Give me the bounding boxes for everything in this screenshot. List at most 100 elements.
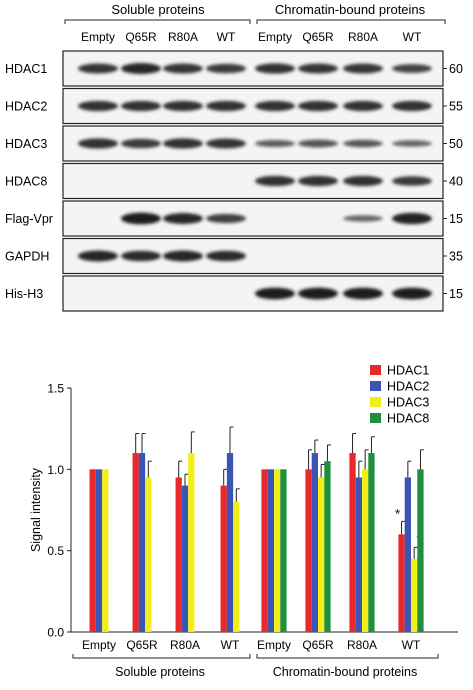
blot-band — [206, 250, 246, 262]
x-tick-label: Empty — [82, 638, 116, 652]
blot-strip — [62, 162, 444, 200]
group-bracket — [64, 19, 251, 24]
blot-band — [78, 250, 118, 262]
blot-band — [392, 100, 432, 112]
bar-hdac1 — [175, 477, 182, 632]
blot-band — [78, 63, 118, 74]
blot-strip — [62, 50, 444, 87]
bar-hdac2 — [267, 469, 274, 632]
bar-hdac2 — [404, 477, 411, 632]
legend-label: HDAC8 — [387, 412, 429, 426]
blot-band — [206, 213, 246, 224]
blot-band — [255, 63, 295, 74]
blot-row-label: HDAC3 — [5, 137, 47, 151]
blot-band — [343, 139, 383, 148]
legend: HDAC1 HDAC2 HDAC3 HDAC8 — [370, 364, 429, 426]
legend-swatch — [370, 397, 381, 407]
blot-band — [255, 139, 295, 148]
blot-row-label: GAPDH — [5, 250, 49, 264]
x-tick-label: Empty — [257, 638, 291, 652]
blot-band — [78, 100, 118, 112]
bar-hdac3 — [188, 453, 195, 632]
x-tick-label: WT — [221, 638, 240, 652]
group-bracket — [256, 19, 446, 24]
blot-strip — [62, 275, 444, 312]
lane-label: WT — [217, 30, 236, 44]
group-label: Soluble proteins — [115, 665, 205, 679]
blot-strip — [62, 237, 444, 275]
blot-band — [392, 287, 432, 300]
group-bracket — [72, 654, 251, 659]
lane-label: Empty — [258, 30, 292, 44]
blot-row-label: HDAC2 — [5, 100, 47, 114]
significance-star: * — [395, 505, 401, 521]
bar-hdac1 — [132, 453, 139, 632]
x-tick-label: R80A — [170, 638, 200, 652]
y-axis-label: Signal intensity — [29, 467, 43, 552]
blot-band — [121, 250, 161, 262]
blot-row-label: HDAC1 — [5, 62, 47, 76]
lane-label: Empty — [81, 30, 115, 44]
blot-band — [163, 138, 203, 149]
bar-hdac8 — [417, 469, 424, 632]
bar-hdac3 — [233, 501, 240, 632]
bar-hdac3 — [145, 477, 152, 632]
group-bracket — [256, 654, 439, 659]
bar-hdac2 — [355, 477, 362, 632]
bar-hdac8 — [280, 469, 287, 632]
legend-label: HDAC1 — [387, 364, 429, 378]
blot-band — [392, 64, 432, 73]
blot-band — [343, 63, 383, 74]
blot-band — [392, 140, 432, 147]
blot-band — [255, 100, 295, 112]
blot-band — [163, 100, 203, 112]
bar-chart-panel: 0.0 0.5 1.0 1.5 Signal intensity Empty Q65R R80… — [29, 364, 458, 679]
blot-band — [343, 287, 383, 300]
blot-band — [298, 175, 338, 187]
molecular-weight-label: 60 — [449, 62, 463, 76]
blot-band — [78, 138, 118, 149]
bar-hdac1 — [220, 485, 227, 632]
blot-row-label: His-H3 — [5, 287, 43, 301]
blot-band — [121, 100, 161, 112]
bar-hdac8 — [368, 453, 375, 632]
molecular-weight-label: 15 — [449, 287, 463, 301]
blot-band — [255, 175, 295, 187]
blot-band — [163, 63, 203, 74]
blot-strip — [62, 200, 444, 237]
bar-hdac2 — [181, 485, 189, 632]
blot-band — [343, 215, 383, 222]
bar-hdac1 — [89, 469, 96, 632]
lane-label: Q65R — [125, 30, 157, 44]
blot-band — [206, 100, 246, 112]
legend-swatch — [370, 381, 381, 391]
bar-hdac2 — [138, 453, 146, 632]
lane-label: R80A — [348, 30, 378, 44]
blot-band — [343, 100, 383, 112]
blot-band — [392, 176, 432, 186]
bar-hdac1 — [349, 453, 356, 632]
bar-hdac1 — [398, 534, 405, 632]
blot-band — [121, 63, 161, 74]
blot-row-label: Flag-Vpr — [5, 212, 53, 226]
blot-strip — [62, 87, 444, 125]
bar-hdac8 — [324, 461, 331, 632]
bar-hdac3 — [274, 469, 281, 632]
legend-swatch — [370, 413, 381, 423]
bar-hdac1 — [261, 469, 268, 632]
blot-band — [206, 63, 246, 74]
blot-band — [343, 175, 383, 187]
lane-label: WT — [403, 30, 422, 44]
blot-band — [298, 287, 338, 300]
molecular-weight-label: 35 — [449, 250, 463, 264]
molecular-weight-label: 15 — [449, 212, 463, 226]
blot-band — [163, 250, 203, 262]
blot-band — [163, 213, 203, 224]
group-label: Soluble proteins — [111, 2, 205, 17]
legend-swatch — [370, 365, 381, 375]
blot-strip — [62, 125, 444, 162]
group-label: Chromatin-bound proteins — [275, 2, 426, 17]
blot-band — [392, 212, 432, 225]
lane-label: R80A — [168, 30, 198, 44]
